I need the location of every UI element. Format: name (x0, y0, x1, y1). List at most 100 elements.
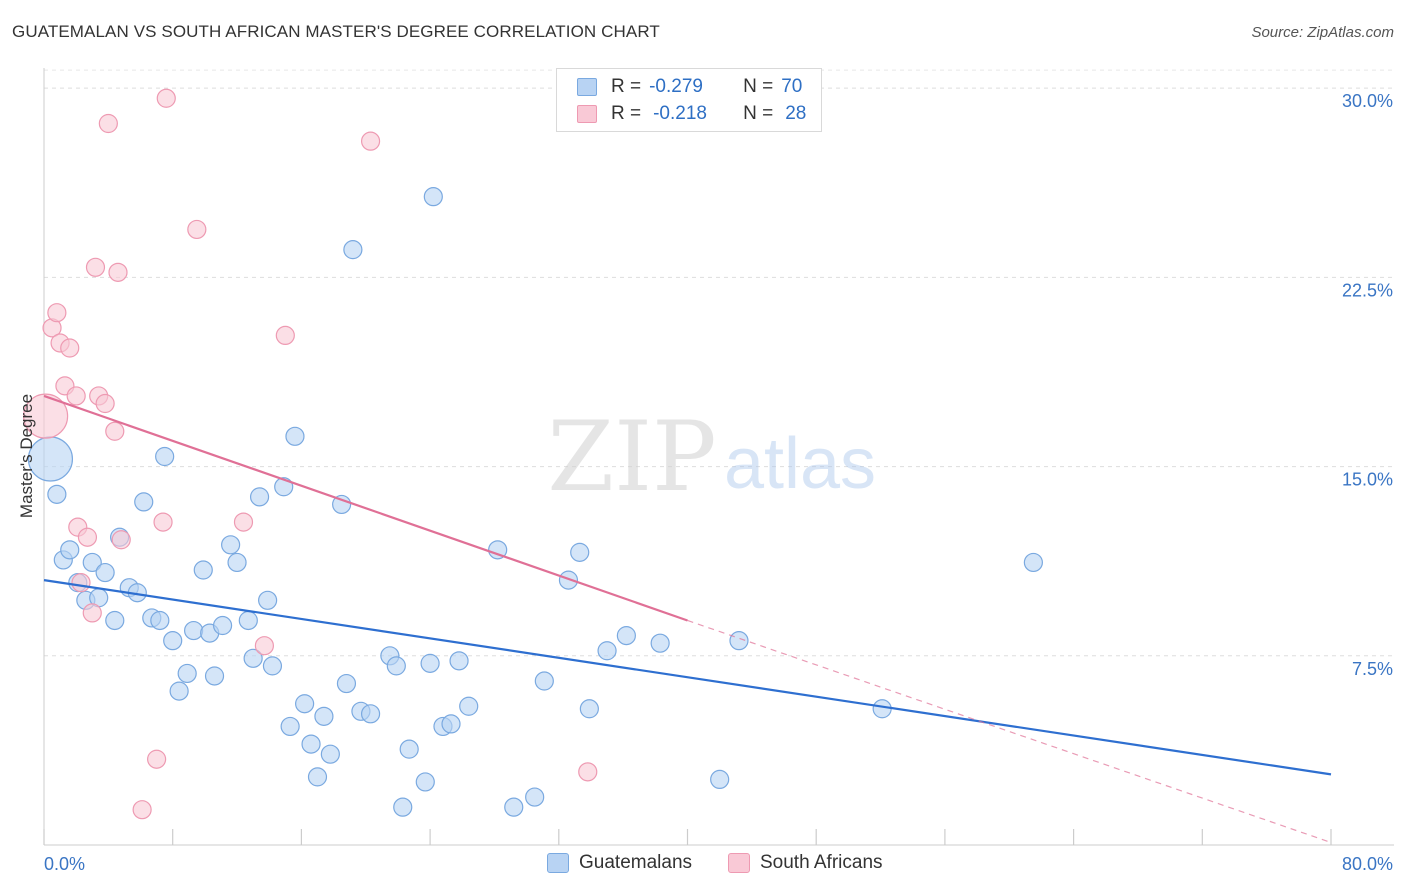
guatemalan-point (320, 744, 340, 764)
south-african-point (275, 325, 295, 346)
y-tick-label: 22.5% (1342, 280, 1393, 300)
guatemalan-point (616, 626, 636, 646)
legend-swatch-south-africans (577, 105, 597, 123)
guatemalan-point (285, 426, 305, 446)
legend-item-guatemalans[interactable]: Guatemalans (547, 852, 692, 874)
guatemalan-point (420, 653, 440, 673)
legend-row-south-africans: R = -0.218 N = 28 (577, 102, 806, 126)
south-african-point (153, 512, 173, 532)
south-african-point (47, 303, 67, 323)
guatemalan-point (47, 484, 67, 504)
south-african-point (95, 393, 115, 414)
guatemalan-point (227, 552, 247, 573)
guatemalan-point (150, 610, 170, 631)
axis-layer (43, 68, 1394, 846)
guatemalan-point (441, 714, 461, 734)
south-african-point (71, 573, 91, 593)
legend-label-guatemalans: Guatemalans (579, 852, 693, 873)
guatemalan-point (238, 610, 258, 631)
source-credit: Source: ZipAtlas.com (1251, 24, 1394, 41)
south-african-trend-line (43, 394, 688, 622)
legend-n-value: 28 (785, 103, 807, 124)
legend-item-south-africans[interactable]: South Africans (728, 852, 883, 874)
guatemalan-point (415, 772, 435, 792)
guatemalan-point (95, 562, 115, 583)
x-tick-label: 80.0% (1342, 854, 1393, 874)
y-tick-label: 30.0% (1342, 91, 1393, 111)
guatemalan-point (221, 535, 241, 555)
guatemalan-point (134, 492, 154, 512)
guatemalan-point (332, 494, 352, 515)
legend-swatch-guatemalans (547, 853, 569, 873)
guatemalan-point (597, 641, 617, 661)
watermark-zip: ZIP (547, 401, 716, 513)
guatemalan-point (249, 487, 270, 507)
guatemalan-point (1023, 552, 1043, 573)
guatemalan-point (105, 610, 125, 631)
south-african-point (233, 512, 254, 532)
guatemalan-point (558, 570, 579, 590)
guatemalan-point (570, 542, 590, 562)
legend-label-south-africans: South Africans (760, 852, 883, 873)
legend-n-label: N = (743, 103, 774, 124)
guatemalan-point (504, 797, 524, 817)
guatemalan-point (729, 631, 749, 651)
guatemalan-point (204, 666, 225, 686)
y-axis-title: Master's Degree (17, 394, 36, 518)
south-african-point (98, 113, 118, 134)
guatemalan-point (872, 699, 892, 719)
guatemalan-point (314, 706, 334, 726)
correlation-legend: R = -0.279 N = 70 R = -0.218 N = 28 (556, 68, 822, 132)
y-tick-label: 15.0% (1342, 470, 1393, 490)
south-african-point (187, 219, 207, 240)
guatemalan-point (386, 656, 406, 676)
grid-layer (44, 69, 1394, 657)
guatemalan-point (488, 540, 508, 560)
guatemalan-point (399, 739, 419, 759)
guatemalan-point (243, 648, 263, 668)
guatemalan-point (177, 663, 197, 684)
legend-n-value: 70 (781, 76, 803, 97)
trend-layer (43, 394, 1332, 844)
south-african-point (82, 603, 102, 623)
guatemalan-point (169, 681, 189, 701)
watermark: ZIP atlas (547, 401, 876, 513)
guatemalan-trend-line (43, 579, 1332, 776)
guatemalan-point (184, 620, 204, 641)
guatemalan-point (262, 656, 283, 676)
legend-r-value: -0.279 (649, 76, 703, 97)
guatemalan-point (360, 704, 381, 724)
guatemalan-point (163, 631, 183, 651)
legend-n-label: N = (743, 76, 774, 97)
guatemalan-point (301, 734, 321, 754)
guatemalan-point (336, 673, 357, 694)
south-african-trend-extension (687, 619, 1332, 844)
south-african-point (254, 636, 274, 656)
legend-swatch-guatemalans (577, 78, 597, 96)
south-african-point (132, 800, 152, 820)
south-african-point (60, 338, 80, 358)
south-african-point (77, 527, 98, 547)
guatemalan-point (212, 615, 233, 636)
legend-r-label: R = (611, 76, 642, 97)
guatemalan-point (449, 651, 469, 671)
guatemalan-point (650, 633, 670, 653)
guatemalan-point (295, 694, 315, 714)
guatemalan-point (423, 187, 443, 207)
guatemalan-point (534, 671, 554, 691)
guatemalan-point (60, 540, 80, 560)
legend-r-label: R = (611, 103, 642, 124)
south-african-point (360, 131, 381, 151)
guatemalan-point (280, 716, 300, 737)
guatemalan-point (307, 767, 328, 787)
south-african-point (147, 749, 167, 769)
south-african-point (108, 262, 128, 282)
guatemalan-point (579, 699, 599, 719)
south-african-point (111, 530, 131, 550)
points-layer (23, 88, 1043, 820)
guatemalan-point (459, 696, 479, 716)
guatemalan-point (258, 590, 278, 610)
legend-row-guatemalans: R = -0.279 N = 70 (577, 75, 802, 99)
south-african-point (66, 386, 86, 406)
south-african-point (156, 88, 176, 108)
